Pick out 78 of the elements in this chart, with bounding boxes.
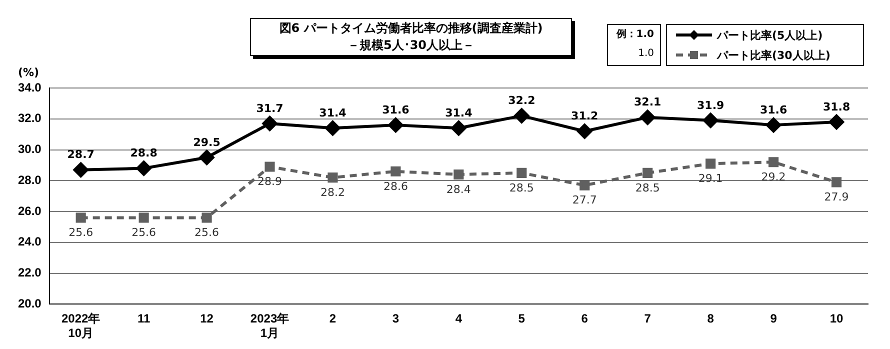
- data-label: 31.4: [445, 106, 473, 120]
- data-label: 31.9: [697, 98, 724, 112]
- x-tick-label: 2: [329, 312, 336, 326]
- data-label: 28.5: [635, 181, 660, 194]
- data-label: 29.2: [761, 170, 786, 184]
- data-label: 31.4: [319, 106, 347, 120]
- data-label: 25.6: [194, 226, 220, 240]
- data-label: 31.2: [571, 110, 598, 123]
- data-label: 25.6: [68, 226, 94, 240]
- point: [454, 169, 464, 180]
- data-label: 32.1: [634, 96, 662, 109]
- data-label: 31.6: [760, 103, 788, 116]
- data-label: 28.6: [383, 180, 408, 193]
- data-label: 28.2: [320, 186, 345, 199]
- data-label: 31.6: [382, 103, 410, 116]
- point: [703, 112, 718, 128]
- chart-subtitle: －規模5人･30人以上－: [347, 38, 475, 52]
- data-label: 25.6: [132, 226, 156, 240]
- point: [640, 110, 656, 125]
- y-axis-title: (%): [18, 66, 40, 79]
- x-tick-label: 11: [137, 312, 150, 326]
- point: [766, 118, 782, 133]
- data-label: 27.7: [572, 194, 597, 207]
- point: [706, 158, 716, 169]
- x-tick-label: 6: [581, 312, 588, 326]
- point: [580, 180, 590, 190]
- data-label: 31.7: [256, 102, 284, 115]
- point: [451, 120, 466, 136]
- x-tick-label: 8: [707, 312, 714, 326]
- x-tick-label: 10: [830, 312, 844, 326]
- legend-label: パート比率(30人以上): [717, 48, 830, 62]
- y-tick-label: 28.0: [18, 172, 42, 187]
- data-label: 28.7: [67, 148, 94, 162]
- chart-title: 図6 パートタイム労働者比率の推移(調査産業計): [279, 21, 543, 35]
- point: [199, 150, 214, 165]
- point: [136, 160, 152, 176]
- y-tick-label: 30.0: [18, 142, 42, 156]
- data-label: 27.9: [824, 190, 849, 204]
- point: [202, 212, 212, 223]
- x-tick-label: 3: [392, 312, 400, 326]
- text: 1.0: [637, 47, 654, 61]
- data-label: 32.2: [508, 94, 536, 108]
- y-tick-label: 24.0: [18, 234, 42, 249]
- point: [831, 177, 842, 188]
- data-label: 28.5: [509, 181, 534, 194]
- point: [577, 124, 592, 139]
- point: [73, 162, 88, 178]
- y-tick-label: 22.0: [18, 266, 42, 280]
- x-tick-label: 7: [644, 312, 652, 326]
- x-tick-label: 5: [518, 312, 526, 326]
- point: [390, 166, 401, 176]
- point: [138, 212, 149, 223]
- data-label: 28.4: [446, 182, 471, 196]
- y-tick-label: 20.0: [18, 296, 42, 311]
- legend-label: パート比率(5人以上): [717, 28, 823, 42]
- x-tick-label: 2023年 1月: [250, 312, 290, 340]
- x-tick-label: 4: [455, 312, 462, 326]
- text: 例：1.0: [615, 28, 654, 42]
- y-tick-label: 32.0: [18, 111, 42, 126]
- point: [514, 108, 530, 124]
- x-tick-label: 2022年 10月: [61, 312, 100, 340]
- y-tick-label: 26.0: [18, 204, 42, 218]
- point: [76, 212, 86, 223]
- point: [264, 162, 275, 172]
- data-label: 31.8: [822, 100, 850, 114]
- x-tick-label: 12: [200, 312, 214, 326]
- point: [768, 157, 779, 168]
- point: [325, 120, 340, 136]
- y-tick-label: 34.0: [18, 80, 42, 94]
- data-label: 29.5: [193, 136, 220, 149]
- point: [642, 168, 653, 178]
- point: [516, 168, 527, 178]
- data-label: 28.8: [130, 146, 158, 160]
- x-tick-label: 9: [770, 312, 778, 326]
- point: [262, 116, 278, 132]
- point: [388, 118, 404, 133]
- point: [328, 172, 338, 183]
- point: [829, 114, 844, 130]
